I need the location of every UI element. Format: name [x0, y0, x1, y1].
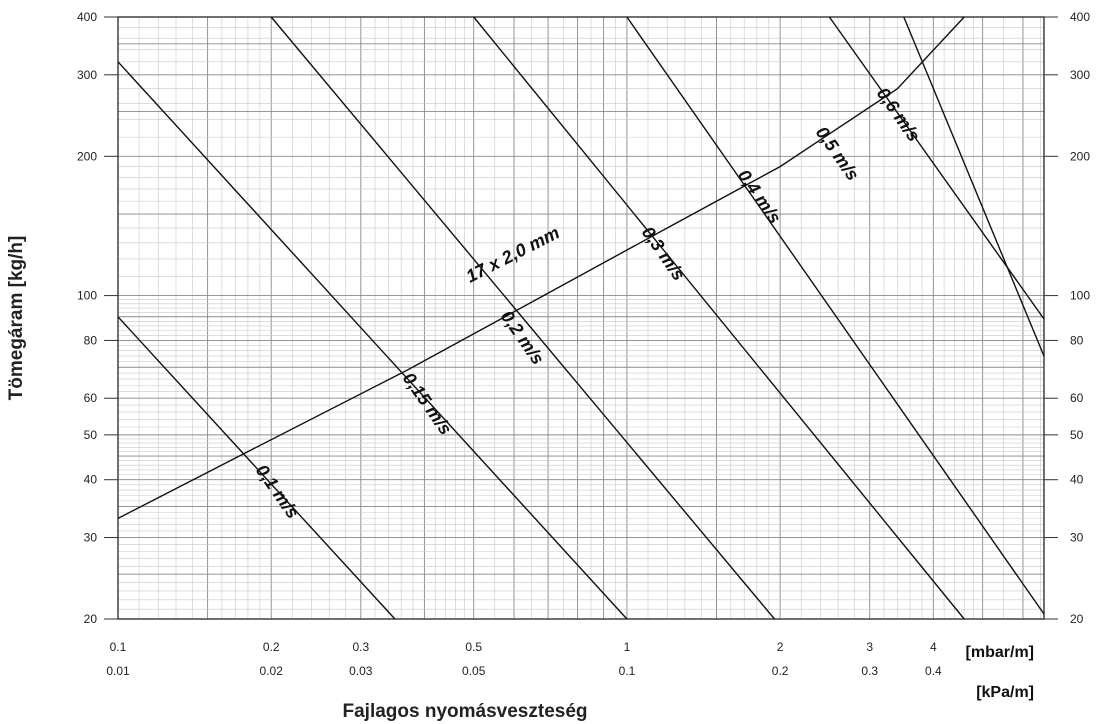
y-tick-label-right: 100	[1070, 289, 1090, 303]
y-tick-label-left: 400	[77, 10, 97, 24]
y-tick-label-right: 200	[1070, 149, 1090, 163]
series-line-2	[117, 61, 628, 620]
series-label-6: 0,5 m/s	[812, 123, 863, 184]
x-tick-labels-primary: 0.1 0.2 0.3 0.5 1 2 3 4	[110, 640, 937, 654]
y-tick-label-right: 40	[1070, 473, 1084, 487]
series-label-7: 0,6 m/s	[873, 84, 924, 145]
y-tick-labels-left: 20 30 40 50 60 80 100 200 300 400	[77, 10, 118, 626]
x-tick-label-primary: 1	[624, 640, 631, 654]
y-tick-label-left: 40	[84, 473, 98, 487]
x-tick-label-secondary: 0.1	[619, 664, 636, 678]
series-line-1	[117, 316, 396, 620]
x-tick-label-primary: 0.5	[465, 640, 482, 654]
series-label-5: 0,4 m/s	[734, 166, 785, 227]
x-unit-primary: [mbar/m]	[966, 644, 1034, 661]
y-tick-label-left: 60	[84, 391, 98, 405]
x-axis-title: Fajlagos nyomásveszteség	[343, 701, 588, 722]
y-tick-label-right: 50	[1070, 428, 1084, 442]
x-tick-label-primary: 0.1	[110, 640, 127, 654]
x-tick-label-secondary: 0.2	[772, 664, 789, 678]
grid	[117, 16, 1045, 620]
x-tick-label-secondary: 0.02	[260, 664, 284, 678]
series-line-4	[473, 16, 965, 620]
y-tick-label-right: 60	[1070, 391, 1084, 405]
y-tick-label-left: 200	[77, 149, 97, 163]
x-tick-label-primary: 3	[866, 640, 873, 654]
y-tick-label-left: 20	[84, 612, 98, 626]
x-tick-label-secondary: 0.4	[925, 664, 942, 678]
series-label-3: 0,2 m/s	[497, 307, 548, 368]
series-line-6	[828, 16, 1045, 320]
x-tick-label-secondary: 0.01	[106, 664, 130, 678]
series-line-3	[270, 16, 776, 620]
curves	[117, 16, 1045, 620]
x-tick-labels-secondary: 0.01 0.02 0.03 0.05 0.1 0.2 0.3 0.4	[106, 664, 942, 678]
y-tick-label-left: 300	[77, 68, 97, 82]
x-tick-label-primary: 0.2	[263, 640, 280, 654]
y-tick-label-right: 300	[1070, 68, 1090, 82]
series-line-5	[626, 16, 1045, 615]
y-tick-label-left: 30	[84, 531, 98, 545]
x-tick-label-secondary: 0.05	[462, 664, 486, 678]
y-axis-title: Tömegáram [kg/h]	[6, 236, 27, 401]
y-tick-label-right: 30	[1070, 531, 1084, 545]
x-tick-label-secondary: 0.3	[861, 664, 878, 678]
x-tick-label-primary: 2	[777, 640, 784, 654]
series-line-0	[117, 16, 965, 520]
curve-labels: 17 x 2,0 mm0,1 m/s0,15 m/s0,2 m/s0,3 m/s…	[252, 84, 924, 522]
y-tick-label-right: 80	[1070, 333, 1084, 347]
y-tick-label-left: 50	[84, 428, 98, 442]
y-tick-label-left: 100	[77, 289, 97, 303]
x-unit-secondary: [kPa/m]	[976, 684, 1034, 701]
y-tick-label-left: 80	[84, 333, 98, 347]
y-tick-label-right: 400	[1070, 10, 1090, 24]
series-line-7	[903, 16, 1045, 357]
x-tick-label-primary: 4	[930, 640, 937, 654]
y-tick-labels-right: 20 30 40 50 60 80 100 200 300 400	[1044, 10, 1090, 626]
x-tick-label-secondary: 0.03	[349, 664, 373, 678]
series-label-4: 0,3 m/s	[638, 223, 689, 284]
y-tick-label-right: 20	[1070, 612, 1084, 626]
x-tick-label-primary: 0.3	[352, 640, 369, 654]
